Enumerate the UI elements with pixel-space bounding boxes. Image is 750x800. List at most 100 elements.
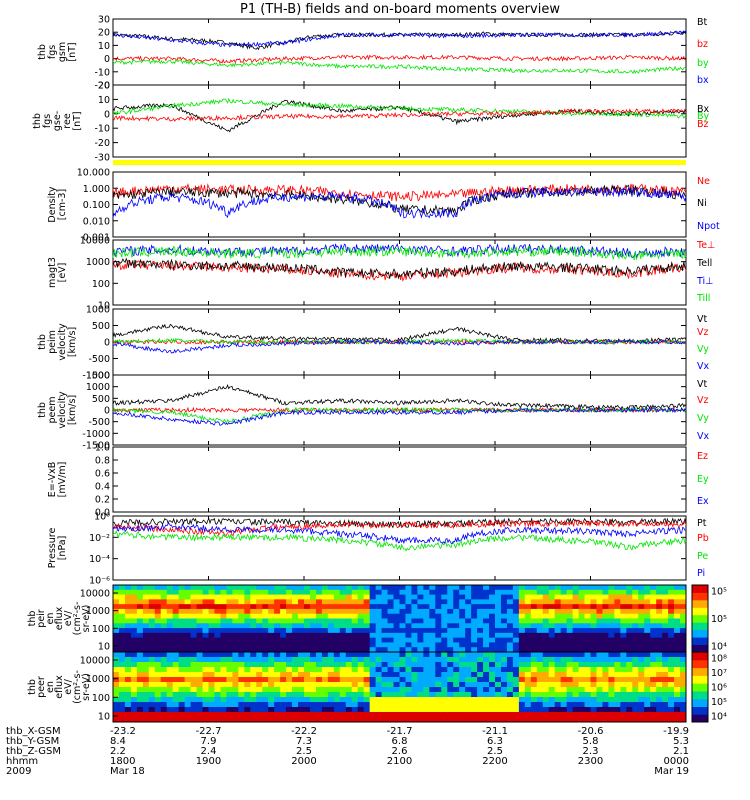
legend-entry: Till: [696, 293, 710, 304]
spectrogram-cell: [298, 642, 305, 648]
spectrogram-cell: [286, 599, 293, 605]
spectrogram-cell: [656, 677, 663, 683]
spectrogram-cell: [483, 628, 490, 634]
spectrogram-cell: [220, 647, 227, 653]
legend-entry: Ex: [697, 496, 709, 507]
spectrogram-cell: [471, 687, 478, 693]
spectrogram-cell: [315, 618, 323, 624]
spectrogram-cell: [304, 657, 311, 663]
spectrogram-cell: [208, 628, 215, 634]
spectrogram-cell: [292, 682, 299, 688]
series-line: [112, 383, 687, 411]
spectrogram-cell: [375, 657, 383, 663]
spectrogram-cell: [554, 647, 562, 653]
spectrogram-cell: [483, 717, 490, 723]
spectrogram-cell: [256, 717, 263, 723]
spectrogram-cell: [274, 702, 281, 708]
spectrogram-cell: [674, 642, 681, 648]
spectrogram-cell: [578, 672, 586, 678]
spectrogram-cell: [650, 652, 657, 658]
spectrogram-cell: [244, 712, 251, 718]
y-tick-label: 1000: [86, 305, 110, 316]
spectrogram-cell: [339, 599, 347, 605]
spectrogram-cell: [674, 672, 681, 678]
spectrogram-cell: [292, 662, 299, 668]
spectrogram-cell: [674, 618, 681, 624]
spectrogram-cell: [435, 623, 442, 629]
spectrogram-cell: [166, 672, 174, 678]
spectrogram-cell: [357, 682, 365, 688]
spectrogram-cell: [680, 637, 687, 643]
spectrogram-cell: [399, 662, 406, 668]
spectrogram-cell: [578, 637, 586, 643]
spectrogram-cell: [399, 623, 406, 629]
spectrogram-cell: [250, 642, 257, 648]
spectrogram-cell: [375, 647, 383, 653]
spectrogram-cell: [638, 628, 645, 634]
spectrogram-cell: [118, 642, 126, 648]
spectrogram-cell: [506, 707, 514, 713]
spectrogram-cell: [560, 712, 568, 718]
spectrogram-cell: [160, 613, 168, 619]
spectrogram-cell: [387, 642, 395, 648]
spectrogram-cell: [411, 613, 418, 619]
spectrogram-cell: [429, 717, 436, 723]
spectrogram-cell: [280, 712, 287, 718]
spectrogram-cell: [459, 697, 466, 703]
spectrogram-cell: [184, 662, 192, 668]
spectrogram-cell: [662, 637, 669, 643]
spectrogram-cell: [196, 589, 204, 596]
spectrogram-cell: [333, 585, 341, 591]
spectrogram-cell: [148, 604, 156, 610]
spectrogram-cell: [680, 662, 687, 668]
y-axis-label: peer: [36, 676, 47, 698]
spectrogram-cell: [244, 613, 251, 619]
spectrogram-cell: [417, 717, 424, 723]
spectrogram-cell: [500, 594, 508, 600]
spectrogram-cell: [142, 628, 150, 634]
spectrogram-cell: [477, 712, 484, 718]
spectrogram-cell: [524, 707, 532, 713]
spectrogram-cell: [512, 642, 520, 648]
spectrogram-cell: [429, 642, 436, 648]
spectrogram-cell: [411, 642, 418, 648]
spectrogram-cell: [560, 632, 568, 639]
spectrogram-cell: [232, 697, 239, 703]
y-tick-label: -30: [94, 153, 110, 164]
spectrogram-cell: [309, 702, 317, 708]
colorbar-tick-label: 10⁴: [711, 712, 727, 723]
spectrogram-cell: [184, 672, 192, 678]
y-axis-label: (cm²-s-: [72, 670, 83, 704]
spectrogram-cell: [124, 608, 132, 615]
spectrogram-cell: [196, 613, 204, 619]
footer-value: 1800: [110, 756, 135, 767]
footer-value: 2.5: [487, 746, 503, 757]
spectrogram-cell: [506, 594, 514, 600]
y-axis-label: peir: [36, 609, 47, 628]
spectrogram-cell: [518, 692, 526, 698]
spectrogram-cell: [286, 667, 293, 673]
spectrogram-cell: [363, 632, 371, 639]
spectrogram-cell: [429, 618, 436, 624]
y-tick-label: 10: [98, 41, 110, 52]
spectrogram-cell: [298, 707, 305, 713]
spectrogram-cell: [483, 697, 490, 703]
spectrogram-cell: [232, 657, 239, 663]
spectrogram-cell: [184, 697, 192, 703]
spectrogram-cell: [590, 697, 597, 703]
spectrogram-cell: [602, 594, 609, 600]
spectrogram-cell: [387, 628, 395, 634]
y-tick-label: -10: [94, 124, 110, 135]
spectrogram-cell: [542, 692, 550, 698]
spectrogram-cell: [638, 647, 645, 653]
spectrogram-cell: [298, 672, 305, 678]
spectrogram-cell: [554, 677, 562, 683]
spectrogram-cell: [662, 682, 669, 688]
spectrogram-cell: [321, 642, 329, 648]
spectrogram-cell: [656, 623, 663, 629]
spectrogram-cell: [506, 672, 514, 678]
spectrogram-cell: [357, 594, 365, 600]
spectrogram-cell: [429, 692, 436, 698]
spectrogram-cell: [572, 697, 580, 703]
